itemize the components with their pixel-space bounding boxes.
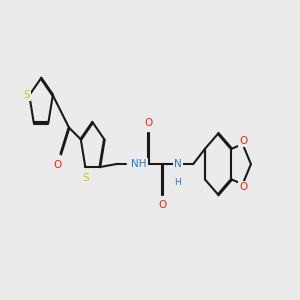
Text: S: S	[82, 173, 88, 183]
Text: H: H	[175, 178, 181, 188]
Text: O: O	[239, 136, 248, 146]
Text: O: O	[158, 200, 167, 210]
Text: NH: NH	[131, 159, 147, 169]
Text: N: N	[174, 159, 182, 169]
Text: O: O	[239, 182, 248, 192]
Text: S: S	[24, 90, 30, 100]
Text: O: O	[54, 160, 62, 170]
Text: O: O	[144, 118, 153, 128]
